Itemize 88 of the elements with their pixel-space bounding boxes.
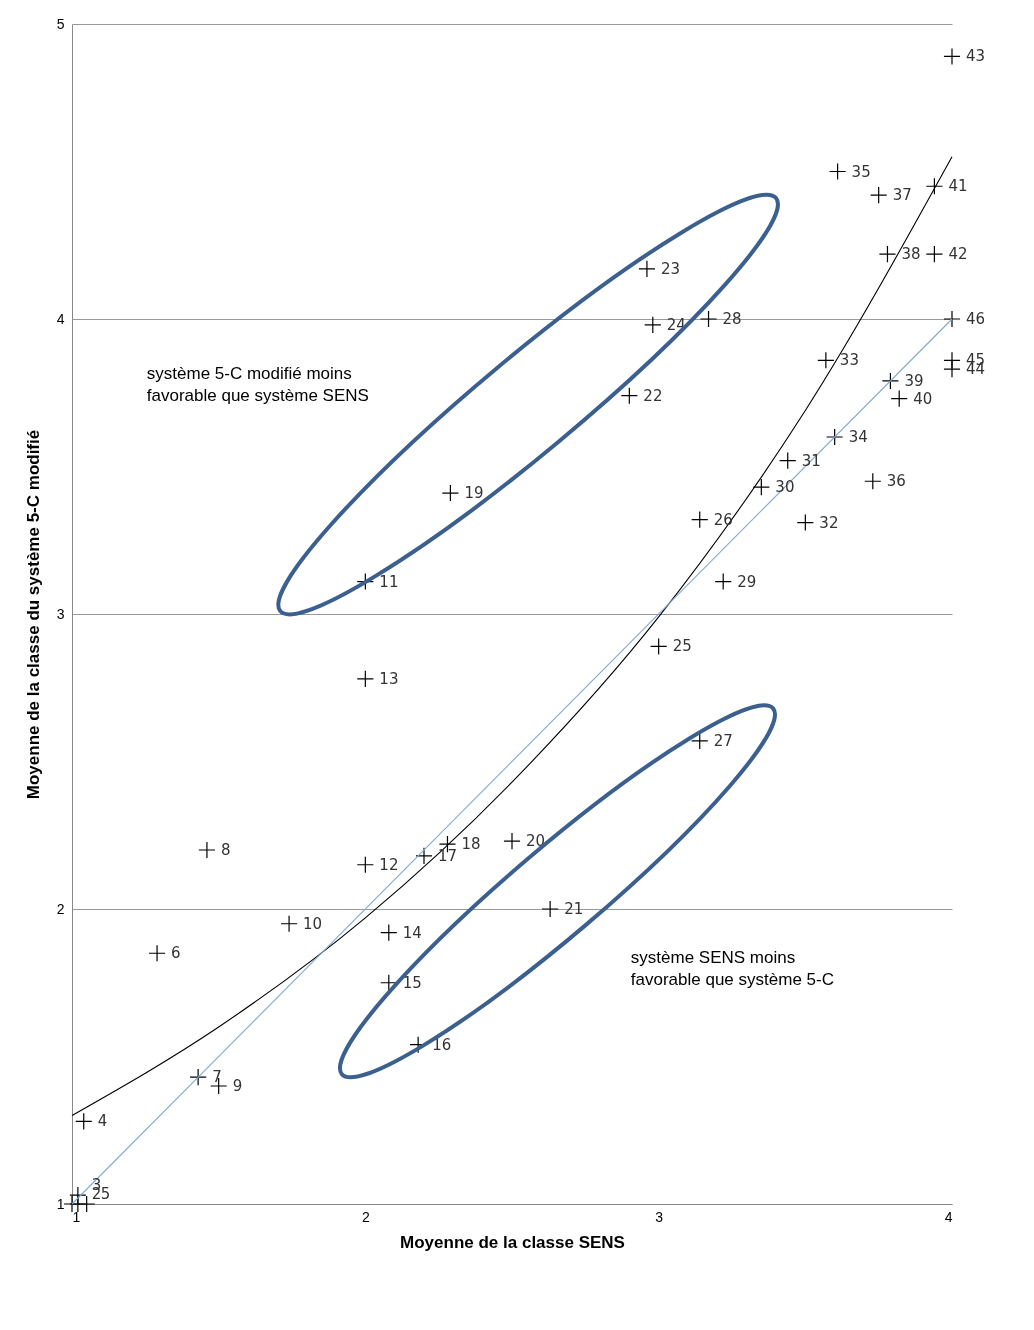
point [752, 478, 770, 496]
y-tick-label: 3 [56, 605, 65, 622]
point [691, 510, 709, 529]
point [644, 316, 662, 334]
x-tick-label: 1 [72, 1208, 81, 1225]
annotation: 46 [966, 310, 986, 328]
x-tick-label: 2 [361, 1208, 370, 1225]
point [650, 637, 668, 656]
annotation: 35 [851, 162, 871, 181]
annotation: 38 [901, 245, 921, 264]
point [691, 732, 709, 750]
annotation: 22 [643, 386, 663, 405]
annotation: 37 [892, 186, 912, 205]
point [620, 387, 638, 405]
x-tick-label: 4 [944, 1208, 953, 1225]
annotation: 11 [379, 572, 399, 591]
annotation: 13 [379, 669, 399, 688]
point [890, 389, 908, 408]
x-axis-title: Moyenne de la classe SENS [400, 1232, 625, 1252]
annotation: 27 [713, 731, 733, 750]
annotation: 8 [220, 841, 231, 859]
point [714, 572, 732, 591]
point [779, 451, 797, 470]
point [75, 1112, 93, 1131]
annotation: 5 [100, 1185, 111, 1203]
annotation: système SENS moins favorable que système 5-C [630, 948, 834, 990]
annotation: 23 [660, 259, 681, 278]
y-tick-label: 4 [56, 310, 65, 327]
annotation: 34 [848, 428, 868, 446]
annotation: 25 [672, 637, 692, 656]
point [356, 670, 374, 688]
annotation: 9 [232, 1077, 243, 1095]
y-tick-label: 1 [56, 1195, 65, 1212]
annotation: 7 [212, 1068, 222, 1087]
annotation: 10 [303, 914, 323, 933]
annotation: 4 [97, 1112, 108, 1131]
annotation: 26 [713, 510, 733, 529]
point [870, 186, 888, 204]
point [638, 260, 656, 278]
point [881, 372, 900, 390]
point [280, 915, 298, 933]
annotation: 6 [171, 944, 181, 963]
annotation: 33 [839, 351, 859, 370]
annotation: 14 [402, 923, 422, 942]
point [541, 900, 559, 918]
annotation: 12 [379, 855, 399, 874]
annotation: 41 [948, 177, 968, 196]
point [441, 484, 460, 502]
annotation: 20 [526, 832, 546, 851]
point [356, 572, 374, 591]
point [415, 847, 433, 865]
point [380, 974, 398, 992]
point [943, 351, 961, 369]
annotation: 28 [722, 310, 742, 328]
annotation: système 5-C modifié moins favorable que système SENS [146, 364, 369, 406]
annotation: 15 [402, 973, 422, 992]
point [380, 923, 398, 942]
x-tick-label: 3 [655, 1208, 664, 1225]
annotation: 40 [913, 389, 933, 408]
y-tick-label: 2 [56, 900, 65, 917]
point [189, 1068, 207, 1086]
annotation: 21 [564, 900, 584, 918]
point [943, 310, 961, 328]
annotation: 18 [461, 835, 481, 854]
point [878, 245, 897, 263]
point [148, 944, 166, 962]
point [828, 162, 847, 181]
y-tick-label: 5 [56, 15, 65, 32]
point [356, 856, 374, 874]
point [925, 177, 944, 195]
annotation: 39 [904, 371, 924, 390]
annotation: 32 [819, 513, 839, 532]
point [943, 47, 961, 66]
y-axis-title: Moyenne de la classe du système 5-C modifié [23, 429, 43, 800]
annotation: 36 [886, 472, 906, 491]
point [817, 351, 835, 369]
point [699, 310, 718, 328]
annotation: 43 [966, 47, 986, 66]
annotation: 19 [464, 484, 484, 503]
point [796, 513, 814, 532]
annotation: 42 [948, 245, 968, 264]
point [864, 472, 882, 490]
point [198, 841, 216, 859]
annotation: 29 [737, 572, 757, 591]
point [503, 832, 521, 850]
point [925, 245, 944, 263]
point [826, 428, 844, 446]
annotation: 17 [438, 846, 458, 865]
